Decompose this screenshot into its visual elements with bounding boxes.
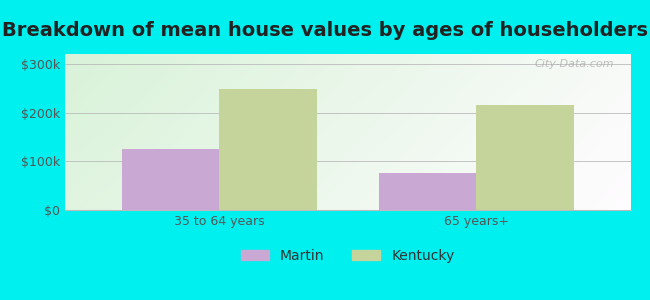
Legend: Martin, Kentucky: Martin, Kentucky <box>235 244 460 268</box>
Text: Breakdown of mean house values by ages of householders: Breakdown of mean house values by ages o… <box>2 21 648 40</box>
Bar <box>122 149 219 210</box>
Text: City-Data.com: City-Data.com <box>534 59 614 69</box>
Bar <box>378 173 476 210</box>
Bar <box>476 105 574 210</box>
Bar <box>219 89 317 210</box>
